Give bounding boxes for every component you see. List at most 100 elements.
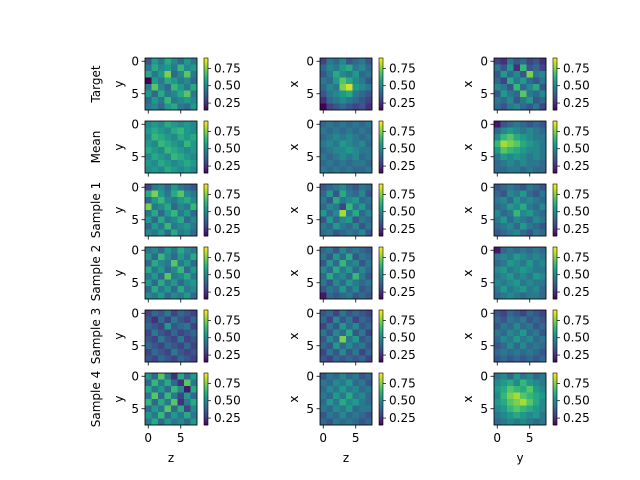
heatmap-cell [320, 166, 327, 174]
y-axis-label: x [287, 332, 301, 339]
y-tick-label: 5 [131, 150, 139, 164]
heatmap-cell [158, 166, 165, 174]
heatmap-cell [533, 386, 540, 393]
heatmap-cell [171, 310, 178, 317]
heatmap-cell [184, 58, 191, 65]
colorbar-segment [379, 402, 383, 405]
heatmap-cell [365, 253, 373, 261]
heatmap-cell [151, 97, 159, 104]
colorbar-segment [379, 77, 383, 80]
colorbar-segment [379, 414, 383, 417]
colorbar-segment [379, 329, 383, 332]
heatmap-cell [513, 229, 521, 237]
axes-frame [319, 246, 373, 300]
heatmap-cell [184, 147, 191, 154]
colorbar-segment [553, 158, 557, 161]
colorbar-segment [379, 376, 383, 379]
heatmap-cell [326, 392, 334, 400]
heatmap-cell [520, 197, 527, 204]
heatmap-cell [507, 373, 514, 380]
heatmap-cell [533, 84, 540, 91]
heatmap-cell [507, 323, 514, 330]
heatmap-cell [151, 166, 159, 174]
colorbar-segment [204, 252, 208, 254]
heatmap-cell [177, 286, 185, 293]
colorbar-segment [379, 89, 383, 91]
y-tick-label: 5 [306, 339, 314, 353]
heatmap-cell [346, 184, 353, 191]
heatmap-cell [158, 190, 165, 198]
heatmap-cell [533, 336, 540, 343]
colorbar-segment [553, 64, 557, 67]
y-axis-label: y [112, 332, 126, 339]
heatmap-cell [184, 210, 191, 217]
colorbar-segment [553, 97, 557, 99]
heatmap-cell [539, 223, 547, 230]
heatmap-cell [539, 121, 547, 128]
heatmap-cell [151, 58, 159, 65]
colorbar-segment [204, 274, 208, 276]
heatmap-cell [326, 203, 334, 211]
heatmap-cell [151, 379, 159, 387]
colorbar-segment [553, 233, 557, 236]
colorbar-segment [379, 106, 383, 108]
heatmap-cell [333, 203, 340, 211]
heatmap-cell [190, 103, 198, 111]
heatmap-cell [164, 260, 172, 267]
colorbar-segment [204, 94, 208, 97]
heatmap-cell [145, 216, 152, 224]
heatmap-cell [365, 266, 373, 274]
colorbar-segment [553, 341, 557, 343]
colorbar-segment [553, 122, 557, 124]
heatmap-cell [184, 166, 191, 174]
colorbar-segment [204, 215, 208, 217]
colorbar-segment [204, 58, 208, 60]
heatmap-cell [164, 405, 172, 413]
heatmap-cell [352, 184, 360, 191]
colorbar-segment [553, 89, 557, 91]
heatmap-cell [352, 160, 360, 167]
heatmap-cell [494, 279, 501, 287]
heatmap-cell [346, 121, 353, 128]
colorbar-segment [553, 359, 557, 362]
heatmap-cell [171, 379, 178, 387]
colorbar-segment [379, 69, 383, 72]
colorbar-segment [379, 122, 383, 124]
heatmap-cell [507, 329, 514, 337]
heatmap-cell [533, 342, 540, 350]
colorbar-segment [553, 93, 557, 95]
colorbar-segment [379, 291, 383, 293]
colorbar-segment [204, 408, 208, 410]
colorbar-segment [553, 337, 557, 339]
colorbar-segment [553, 200, 557, 203]
heatmap-cell [513, 323, 521, 330]
colorbar-segment [379, 145, 383, 148]
heatmap-cell [539, 103, 547, 111]
colorbar-segment [204, 386, 208, 388]
colorbar-segment [204, 187, 208, 190]
colorbar-segment [204, 347, 208, 350]
colorbar-segment [553, 312, 557, 315]
colorbar-tick-label: 0.75 [563, 187, 590, 201]
heatmap-cell [151, 386, 159, 393]
heatmap-cell [352, 121, 360, 128]
colorbar-segment [379, 124, 383, 127]
heatmap-cell [500, 386, 508, 393]
colorbar-segment [553, 360, 557, 363]
heatmap-cell [365, 229, 373, 237]
colorbar-frame [552, 246, 558, 300]
colorbar-segment [553, 417, 557, 419]
heatmap-cell [171, 373, 178, 380]
y-axis-label: x [461, 206, 475, 213]
heatmap-cell [539, 160, 547, 167]
row-label: Sample 1 [89, 182, 103, 238]
colorbar-segment [204, 401, 208, 404]
colorbar-segment [204, 321, 208, 324]
heatmap-cell [158, 216, 165, 224]
heatmap-cell [171, 121, 178, 128]
colorbar-segment [204, 350, 208, 352]
heatmap-cell [539, 260, 547, 267]
colorbar-segment [379, 152, 383, 154]
colorbar-segment [379, 100, 383, 103]
